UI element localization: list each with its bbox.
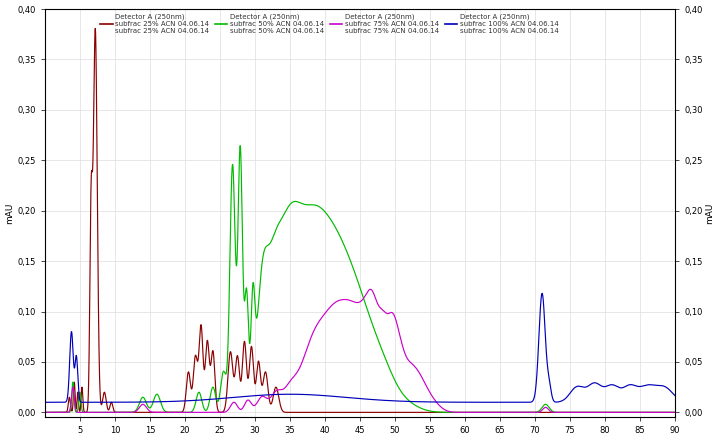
Y-axis label: mAU: mAU [706, 202, 714, 224]
Legend: Detector A (250nm)
subfrac 25% ACN 04.06.14
subfrac 25% ACN 04.06.14, Detector A: Detector A (250nm) subfrac 25% ACN 04.06… [99, 12, 560, 36]
Y-axis label: mAU: mAU [6, 202, 14, 224]
